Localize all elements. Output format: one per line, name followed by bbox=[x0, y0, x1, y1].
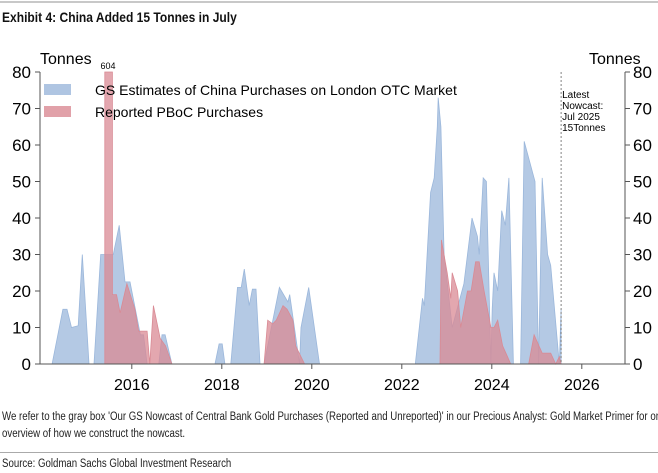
y-tick-label-right: 50 bbox=[633, 173, 652, 192]
legend-swatch-gs bbox=[44, 84, 71, 95]
legend-label-gs: GS Estimates of China Purchases on Londo… bbox=[95, 82, 457, 98]
series-areas bbox=[51, 71, 562, 365]
y-tick-label-right: 10 bbox=[633, 319, 652, 338]
y-tick-label-right: 20 bbox=[633, 282, 652, 301]
clipped-value-label: 604 bbox=[100, 61, 115, 71]
footnote-line-1: We refer to the gray box 'Our GS Nowcast… bbox=[2, 411, 658, 423]
y-tick-label-left: 60 bbox=[12, 136, 31, 155]
source-note: Source: Goldman Sachs Global Investment … bbox=[2, 458, 232, 470]
legend: GS Estimates of China Purchases on Londo… bbox=[44, 82, 457, 120]
top-rule bbox=[0, 1, 658, 3]
footnote-line-2: overview of how we construct the nowcast… bbox=[2, 428, 186, 440]
y-tick-label-left: 80 bbox=[12, 63, 31, 82]
y-axis-label-left: Tonnes bbox=[40, 51, 92, 68]
legend-label-pboc: Reported PBoC Purchases bbox=[95, 104, 263, 120]
y-tick-label-left: 40 bbox=[12, 209, 31, 228]
footnote-divider bbox=[0, 452, 658, 453]
x-tick-label: 2024 bbox=[474, 377, 510, 394]
pboc-purchases-area bbox=[104, 71, 562, 365]
exhibit-title: Exhibit 4: China Added 15 Tonnes in July bbox=[2, 9, 237, 25]
y-tick-label-right: 80 bbox=[633, 63, 652, 82]
y-tick-label-left: 50 bbox=[12, 173, 31, 192]
nowcast-label-line: Nowcast: bbox=[562, 101, 603, 112]
y-tick-label-right: 60 bbox=[633, 136, 652, 155]
x-tick-label: 2022 bbox=[384, 377, 420, 394]
nowcast-label-line: Jul 2025 bbox=[562, 112, 600, 123]
x-tick-label: 2020 bbox=[294, 377, 330, 394]
nowcast-label-line: 15Tonnes bbox=[562, 123, 605, 134]
y-tick-label-left: 30 bbox=[12, 246, 31, 265]
y-tick-label-right: 40 bbox=[633, 209, 652, 228]
x-tick-label: 2026 bbox=[564, 377, 600, 394]
x-tick-label: 2016 bbox=[114, 377, 150, 394]
y-tick-label-left: 0 bbox=[22, 355, 31, 374]
y-tick-label-right: 30 bbox=[633, 246, 652, 265]
y-tick-label-left: 20 bbox=[12, 282, 31, 301]
nowcast-label-line: Latest bbox=[562, 90, 589, 101]
y-tick-label-left: 70 bbox=[12, 100, 31, 119]
legend-swatch-pboc bbox=[44, 106, 71, 117]
y-tick-label-right: 70 bbox=[633, 100, 652, 119]
y-tick-label-right: 0 bbox=[633, 355, 642, 374]
y-axis-label-right: Tonnes bbox=[589, 51, 641, 68]
gs-estimates-area bbox=[51, 97, 562, 365]
x-tick-label: 2018 bbox=[204, 377, 240, 394]
y-tick-label-left: 10 bbox=[12, 319, 31, 338]
